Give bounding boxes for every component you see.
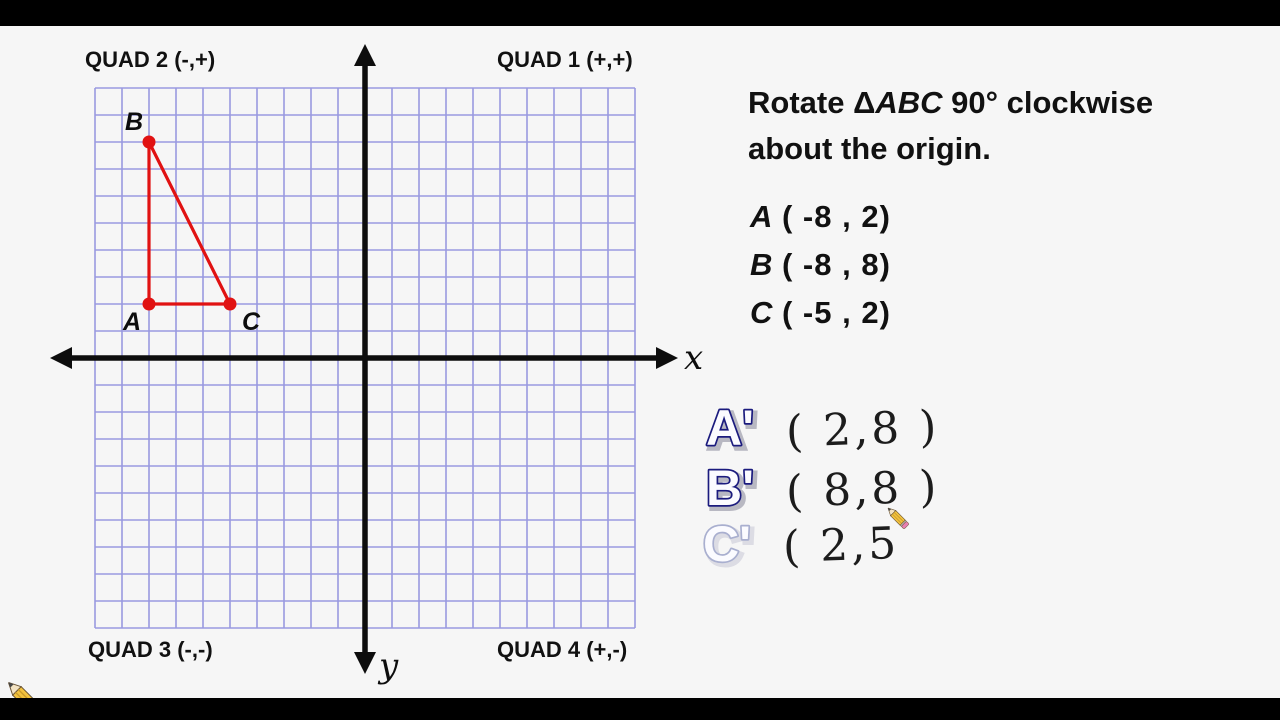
answer-a-prime-handwritten-coords: ( 2,8 ) [785,400,941,458]
quadrant-3-label: QUAD 3 (-,-) [88,637,213,662]
given-point-c-label: C [750,295,773,330]
given-point-b-label: B [750,247,773,282]
y-axis-bottom-arrowhead [354,652,376,674]
vertex-dot-b [142,135,156,149]
given-point-a-coords: ( -8 , 2) [782,199,891,234]
pencil-icon [887,507,909,529]
x-axis-right-arrowhead [656,347,678,369]
answer-b-prime-label: B' B' [704,458,760,522]
answer-b-prime-handwritten-coords: ( 8,8 ) [785,460,941,518]
vertex-label-c: C [242,308,261,336]
quadrant-2-label: QUAD 2 (-,+) [85,47,216,72]
given-point-c-coords: ( -5 , 2) [782,295,891,330]
triangle-abc [147,140,232,306]
svg-text:C': C' [706,519,754,575]
svg-text:B': B' [706,460,754,516]
y-axis-top-arrowhead [354,44,376,66]
given-point-b: B ( -8 , 8) [750,247,891,295]
problem-line1-prefix: Rotate Δ [748,85,876,120]
given-points-list: A ( -8 , 2) B ( -8 , 8) C ( -5 , 2) [750,199,891,343]
vertex-dot-a [142,297,156,311]
svg-text:C': C' [703,516,751,572]
answer-row-b-prime: B' B' ( 8,8 ) [702,458,941,522]
x-axis-left-arrowhead [50,347,72,369]
given-point-c: C ( -5 , 2) [750,295,891,343]
svg-text:A': A' [709,403,757,459]
coordinate-plane [50,44,678,674]
answer-c-prime-label: C' C' [701,514,757,578]
vertex-label-a: A [123,308,142,336]
y-axis-label: y [379,646,399,686]
problem-statement: Rotate ΔABC 90° clockwise about the orig… [748,80,1228,172]
answer-row-c-prime: C' C' ( 2,5 [699,514,900,578]
problem-line2: about the origin. [748,131,991,166]
answer-c-prime-handwritten-coords: ( 2,5 [782,517,900,573]
letterbox-bottom-bar [0,698,1280,720]
problem-line1-suffix: 90° clockwise [942,85,1154,120]
given-point-b-coords: ( -8 , 8) [782,247,891,282]
axes [50,44,678,674]
vertex-label-b: B [125,108,144,136]
svg-text:B': B' [709,463,757,519]
quadrant-4-label: QUAD 4 (+,-) [497,637,628,662]
problem-line1-triangle-name: ABC [875,85,943,120]
x-axis-label: x [684,338,704,378]
svg-text:A': A' [706,400,754,456]
answer-a-prime-label: A' A' [704,398,760,462]
letterbox-top-bar [0,0,1280,26]
answer-row-a-prime: A' A' ( 2,8 ) [702,398,941,462]
quadrant-1-label: QUAD 1 (+,+) [497,47,633,72]
vertex-dot-c [223,297,237,311]
given-point-a-label: A [750,199,773,234]
given-point-a: A ( -8 , 2) [750,199,891,247]
